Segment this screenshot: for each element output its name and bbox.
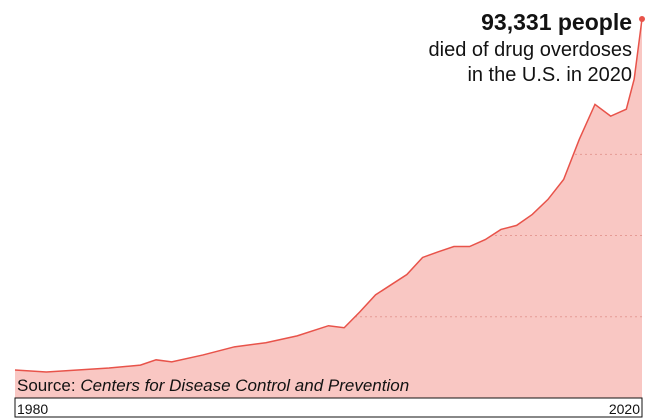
source-label: Source: (17, 376, 76, 395)
end-point (639, 15, 645, 22)
source-text: Centers for Disease Control and Preventi… (80, 376, 409, 395)
value-label: 93,331 people (481, 9, 632, 35)
area (15, 18, 642, 399)
annotation: in the U.S. in 2020 (467, 64, 632, 86)
line (14, 18, 643, 373)
x-axis-box (14, 397, 643, 418)
x-tick-label: 2020 (609, 401, 640, 417)
annotation: died of drug overdoses (429, 39, 632, 61)
source: Source: Centers for Disease Control and … (17, 376, 409, 395)
x-tick-label: 1980 (17, 401, 48, 417)
